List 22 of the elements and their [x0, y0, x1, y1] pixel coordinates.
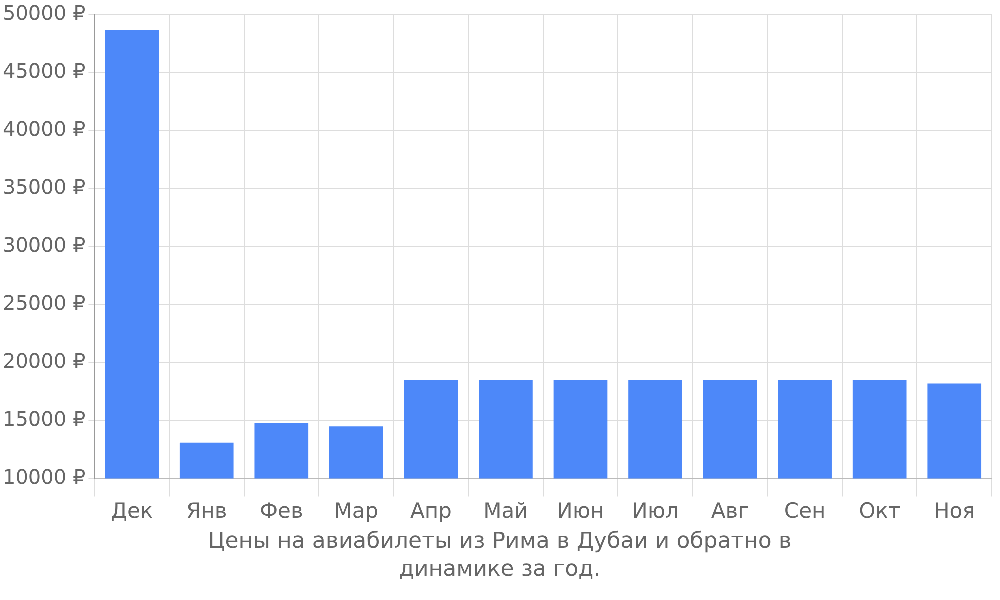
x-tick-label: Июн: [557, 498, 604, 523]
y-tick-label: 10000 ₽: [2, 465, 86, 490]
y-tick-label: 40000 ₽: [2, 117, 86, 142]
y-tick-label: 30000 ₽: [2, 233, 86, 258]
x-tick-label: Апр: [410, 498, 452, 523]
x-tick-label: Июл: [632, 498, 679, 523]
x-tick-label: Янв: [186, 498, 228, 523]
y-tick-label: 20000 ₽: [2, 349, 86, 374]
y-tick-label: 45000 ₽: [2, 59, 86, 84]
y-tick-label: 25000 ₽: [2, 291, 86, 316]
x-tick-label: Ноя: [934, 498, 976, 523]
x-tick-label: Авг: [711, 498, 750, 523]
x-tick-label: Мар: [334, 498, 379, 523]
x-tick-label: Сен: [784, 498, 826, 523]
y-tick-label: 35000 ₽: [2, 175, 86, 200]
x-tick-label: Окт: [859, 498, 901, 523]
x-tick-label: Фев: [260, 498, 304, 523]
x-tick-label: Май: [484, 498, 528, 523]
text: Цены на авиабилеты из Рима в Дубаи и обратно в динамике за год.: [207, 528, 793, 584]
y-tick-label: 50000 ₽: [2, 1, 86, 26]
x-tick-label: Дек: [111, 498, 154, 523]
y-tick-label: 15000 ₽: [2, 407, 86, 432]
